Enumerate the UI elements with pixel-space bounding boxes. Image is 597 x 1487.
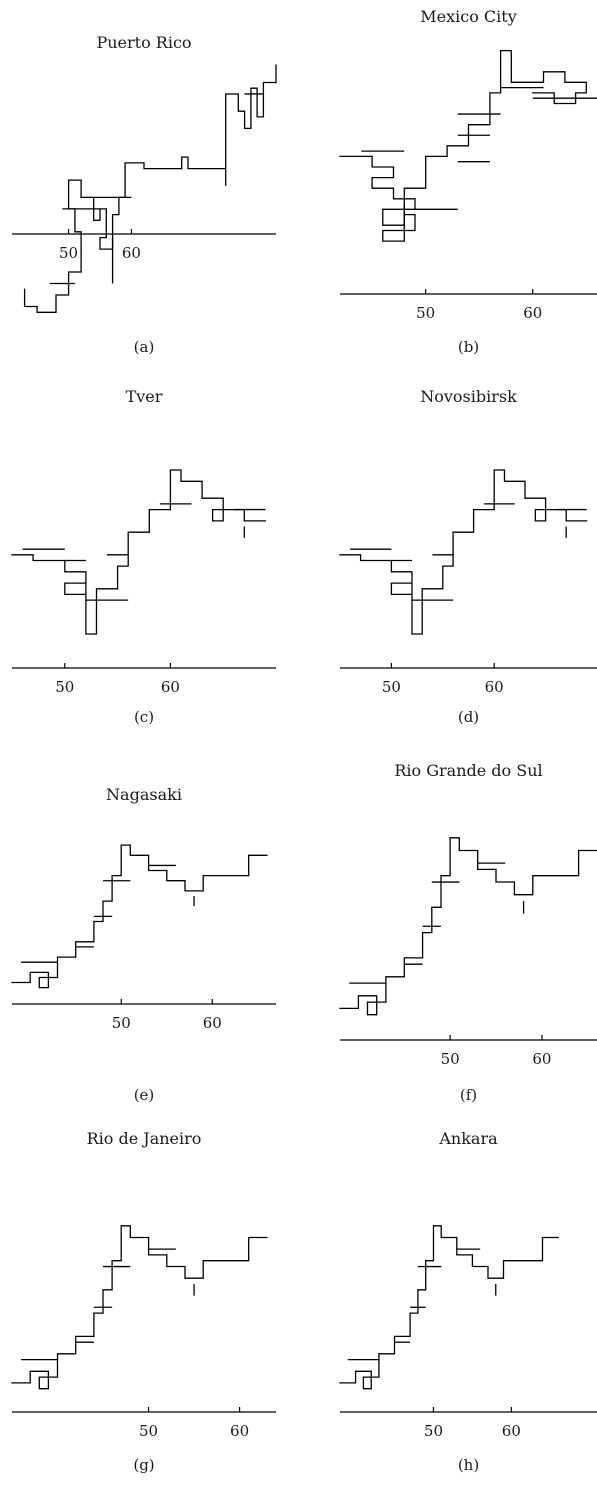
panel-d-tick-label: 60 <box>485 678 504 696</box>
panel-b: Mexico City 50 60 (b) <box>339 7 597 356</box>
panel-d-caption: (d) <box>458 708 479 726</box>
panel-h-tick-label: 60 <box>502 1422 521 1440</box>
panel-e-tick-label: 50 <box>112 1014 131 1032</box>
panel-e-walk-line <box>11 844 268 989</box>
panel-h-caption: (h) <box>458 1456 479 1474</box>
panel-d-title: Novosibirsk <box>420 387 517 406</box>
panel-f-tick-label: 50 <box>441 1050 460 1068</box>
panel-f-walk-line <box>339 837 597 1016</box>
panel-g-walk-line <box>11 1225 268 1390</box>
panel-f: Rio Grande do Sul 50 60 (f) <box>339 761 597 1104</box>
panel-b-caption: (b) <box>458 338 479 356</box>
panel-g-tick-label: 60 <box>230 1422 249 1440</box>
panel-d-walk-line <box>339 469 588 635</box>
panel-g-tick-label: 50 <box>139 1422 158 1440</box>
panel-f-tick-label: 60 <box>532 1050 551 1068</box>
panel-b-tick-label: 50 <box>416 304 435 322</box>
panel-a: Puerto Rico 50 60 (a) <box>12 33 277 356</box>
panel-c-caption: (c) <box>134 708 154 726</box>
panel-f-caption: (f) <box>460 1086 477 1104</box>
panel-e-caption: (e) <box>134 1086 155 1104</box>
panel-c-tick-label: 50 <box>55 678 74 696</box>
panel-h-title: Ankara <box>438 1129 498 1148</box>
panel-e-title: Nagasaki <box>106 785 182 804</box>
panel-d-tick-label: 50 <box>382 678 401 696</box>
panel-g-caption: (g) <box>133 1456 154 1474</box>
panel-d: Novosibirsk 50 60 (d) <box>339 387 597 726</box>
panel-c-walk-line <box>11 469 267 635</box>
panel-h-tick-label: 50 <box>424 1422 443 1440</box>
panel-c-title: Tver <box>126 387 163 406</box>
panel-c: Tver 50 60 (c) <box>11 387 276 726</box>
panel-c-tick-label: 60 <box>161 678 180 696</box>
panel-a-tick-label: 60 <box>122 244 141 262</box>
panel-e-tick-label: 60 <box>203 1014 222 1032</box>
panel-b-title: Mexico City <box>420 7 517 26</box>
panel-a-walk-line <box>23 64 277 313</box>
panel-e: Nagasaki 50 60 (e) <box>11 785 276 1104</box>
panel-h: Ankara 50 60 (h) <box>339 1129 597 1474</box>
panel-b-walk-line <box>339 49 587 242</box>
panel-a-title: Puerto Rico <box>96 33 191 52</box>
panel-a-caption: (a) <box>134 338 155 356</box>
panel-h-walk-line <box>339 1225 559 1390</box>
panel-f-title: Rio Grande do Sul <box>394 761 542 780</box>
panel-g: Rio de Janeiro 50 60 (g) <box>11 1129 276 1474</box>
panel-g-title: Rio de Janeiro <box>87 1129 202 1148</box>
panel-a-tick-label: 50 <box>59 244 78 262</box>
panel-b-tick-label: 60 <box>523 304 542 322</box>
